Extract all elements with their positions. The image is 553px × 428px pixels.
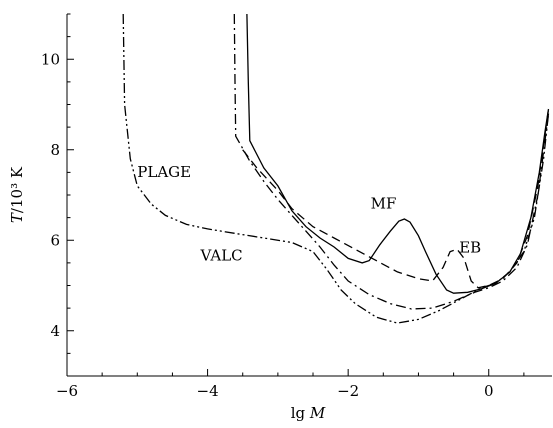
annotation-mf: MF <box>371 195 397 213</box>
axes <box>66 14 552 377</box>
y-tick-label: 8 <box>50 141 60 159</box>
annotation-plage: PLAGE <box>137 163 191 181</box>
annotation-eb: EB <box>459 238 481 256</box>
x-tick-label: −2 <box>337 382 359 400</box>
y-axis-title: T/10³ K <box>8 166 26 223</box>
annotations: PLAGE MF EB VALC <box>137 163 481 265</box>
ticks: −6 −4 −2 0 4 6 8 10 <box>41 13 525 400</box>
series-line-valc <box>122 14 550 324</box>
x-tick-label: −6 <box>56 382 78 400</box>
x-tick-label: −4 <box>197 382 219 400</box>
annotation-valc: VALC <box>200 247 243 265</box>
y-tick-label: 6 <box>50 231 60 249</box>
y-tick-label: 10 <box>41 50 60 68</box>
x-tick-label: 0 <box>484 382 494 400</box>
y-tick-label: 4 <box>50 322 60 340</box>
series-group <box>122 14 550 324</box>
series-line-plage <box>233 14 550 310</box>
series-line-mf <box>246 14 550 294</box>
x-axis-title: lg M <box>291 404 326 422</box>
